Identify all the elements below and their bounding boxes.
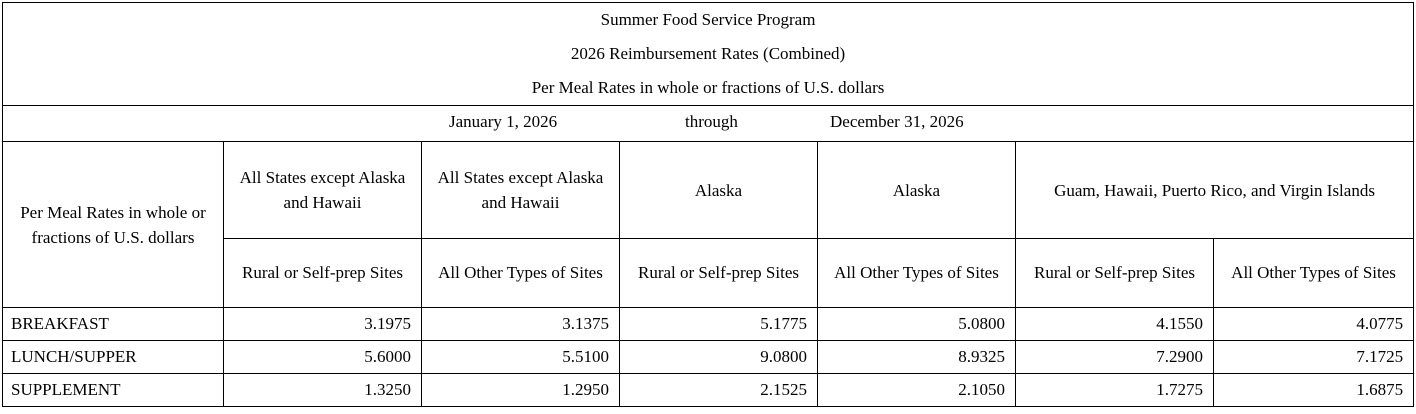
rate-cell: 8.9325 — [817, 340, 1016, 374]
period-row: January 1, 2026 through December 31, 202… — [1, 105, 1415, 142]
site-type-header: All Other Types of Sites — [817, 238, 1016, 308]
title-block: Summer Food Service Program 2026 Reimbur… — [1, 2, 1415, 106]
rate-cell: 1.6875 — [1212, 373, 1415, 407]
rate-cell: 3.1975 — [223, 307, 422, 341]
title-row: Summer Food Service Program 2026 Reimbur… — [1, 2, 1415, 106]
group-header: Guam, Hawaii, Puerto Rico, and Virgin Is… — [1014, 141, 1415, 239]
rate-cell: 5.0800 — [817, 307, 1016, 341]
rate-cell: 1.7275 — [1015, 373, 1214, 407]
rate-cell: 7.2900 — [1015, 340, 1214, 374]
meal-label: LUNCH/SUPPER — [2, 340, 224, 374]
site-type-header-row: Rural or Self-prep Sites All Other Types… — [3, 238, 1415, 308]
rate-cell: 2.1050 — [817, 373, 1016, 407]
table-row: SUPPLEMENT 1.3250 1.2950 2.1525 2.1050 1… — [2, 373, 1415, 407]
group-header: Alaska — [619, 141, 818, 239]
site-type-header: Rural or Self-prep Sites — [619, 238, 818, 308]
rate-cell: 4.1550 — [1015, 307, 1214, 341]
group-header: All States except Alaska and Hawaii — [223, 141, 422, 239]
rate-cell: 1.2950 — [421, 373, 620, 407]
group-header-row: Per Meal Rates in whole or fractions of … — [2, 141, 1415, 308]
rate-cell: 4.0775 — [1212, 307, 1415, 341]
group-header: All States except Alaska and Hawaii — [421, 141, 620, 239]
meal-label: BREAKFAST — [2, 307, 224, 341]
row-label-header: Per Meal Rates in whole or fractions of … — [2, 141, 224, 308]
reimbursement-rates-table: Summer Food Service Program 2026 Reimbur… — [1, 2, 1415, 407]
period-cell: January 1, 2026 through December 31, 202… — [1, 105, 1415, 142]
site-type-header: All Other Types of Sites — [1212, 238, 1415, 308]
rate-cell: 5.5100 — [421, 340, 620, 374]
group-header: Alaska — [817, 141, 1016, 239]
rate-cell: 9.0800 — [619, 340, 818, 374]
period-start: January 1, 2026 — [449, 112, 558, 131]
period-end: December 31, 2026 — [830, 112, 964, 131]
program-title: Summer Food Service Program — [600, 10, 816, 29]
units-title: Per Meal Rates in whole or fractions of … — [531, 78, 885, 97]
site-type-header: All Other Types of Sites — [421, 238, 620, 308]
meal-label: SUPPLEMENT — [2, 373, 224, 407]
rate-cell: 5.1775 — [619, 307, 818, 341]
site-type-header: Rural or Self-prep Sites — [1015, 238, 1214, 308]
rate-cell: 2.1525 — [619, 373, 818, 407]
rate-cell: 3.1375 — [421, 307, 620, 341]
table-row: LUNCH/SUPPER 5.6000 5.5100 9.0800 8.9325… — [2, 340, 1415, 374]
rates-year-title: 2026 Reimbursement Rates (Combined) — [570, 44, 846, 63]
rate-cell: 7.1725 — [1212, 340, 1415, 374]
table-row: BREAKFAST 3.1975 3.1375 5.1775 5.0800 4.… — [2, 307, 1415, 341]
rate-cell: 1.3250 — [223, 373, 422, 407]
site-type-header: Rural or Self-prep Sites — [223, 238, 422, 308]
rate-cell: 5.6000 — [223, 340, 422, 374]
period-through: through — [685, 112, 738, 131]
